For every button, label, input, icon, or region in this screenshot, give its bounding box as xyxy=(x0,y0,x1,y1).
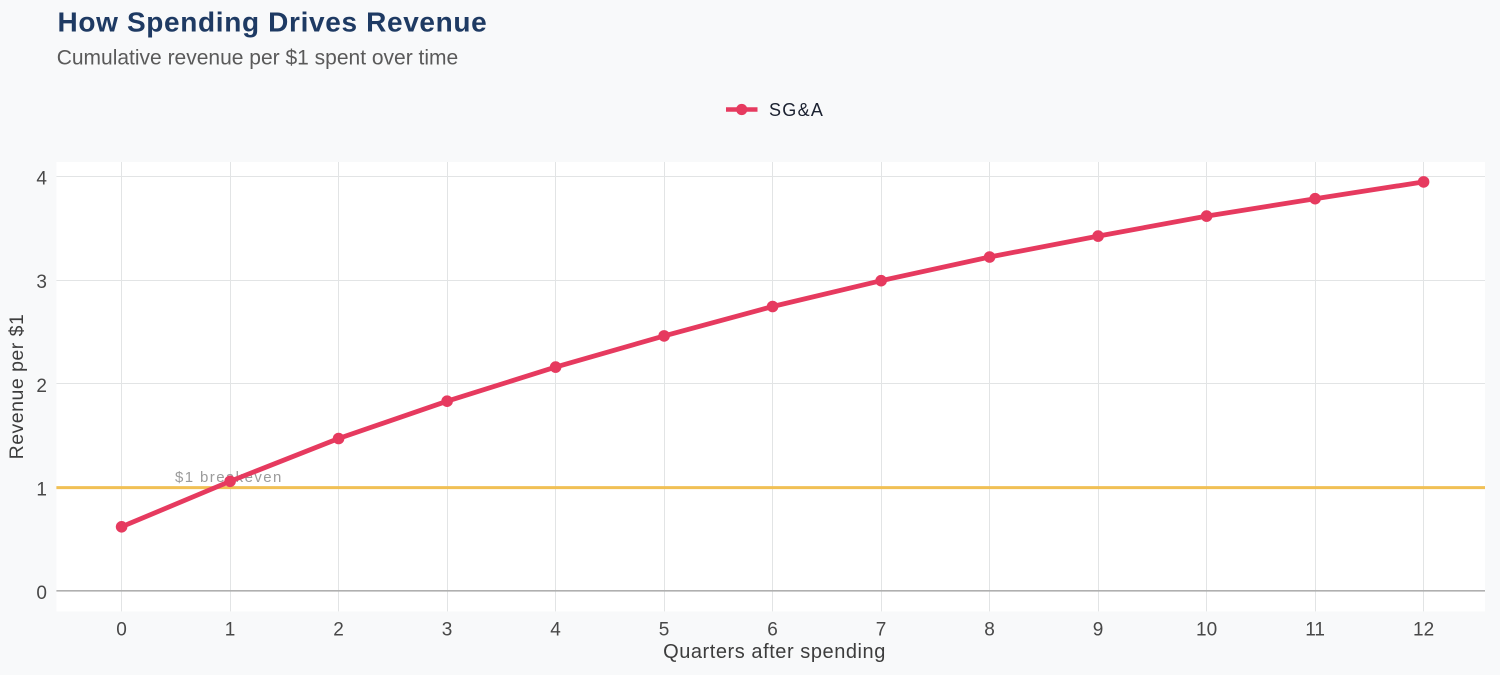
svg-text:Quarters after spending: Quarters after spending xyxy=(663,641,886,663)
svg-text:5: 5 xyxy=(659,620,670,641)
svg-text:3: 3 xyxy=(36,272,47,293)
svg-text:4: 4 xyxy=(36,169,47,190)
svg-text:9: 9 xyxy=(1093,620,1104,641)
svg-text:How Spending Drives Revenue: How Spending Drives Revenue xyxy=(58,7,488,38)
svg-text:12: 12 xyxy=(1413,620,1434,641)
svg-text:1: 1 xyxy=(225,620,236,641)
svg-text:SG&A: SG&A xyxy=(769,100,824,120)
svg-text:4: 4 xyxy=(550,620,561,641)
svg-text:1: 1 xyxy=(36,479,47,500)
svg-text:2: 2 xyxy=(333,620,344,641)
svg-text:0: 0 xyxy=(116,620,127,641)
svg-text:10: 10 xyxy=(1196,620,1217,641)
svg-text:11: 11 xyxy=(1305,620,1325,641)
svg-text:6: 6 xyxy=(767,620,778,641)
svg-text:0: 0 xyxy=(36,583,47,604)
svg-text:2: 2 xyxy=(36,376,47,397)
svg-text:Cumulative revenue per $1 spen: Cumulative revenue per $1 spent over tim… xyxy=(57,46,459,69)
svg-text:8: 8 xyxy=(984,620,995,641)
svg-text:7: 7 xyxy=(876,620,887,641)
svg-text:3: 3 xyxy=(442,620,453,641)
svg-text:Revenue per $1: Revenue per $1 xyxy=(6,314,28,460)
